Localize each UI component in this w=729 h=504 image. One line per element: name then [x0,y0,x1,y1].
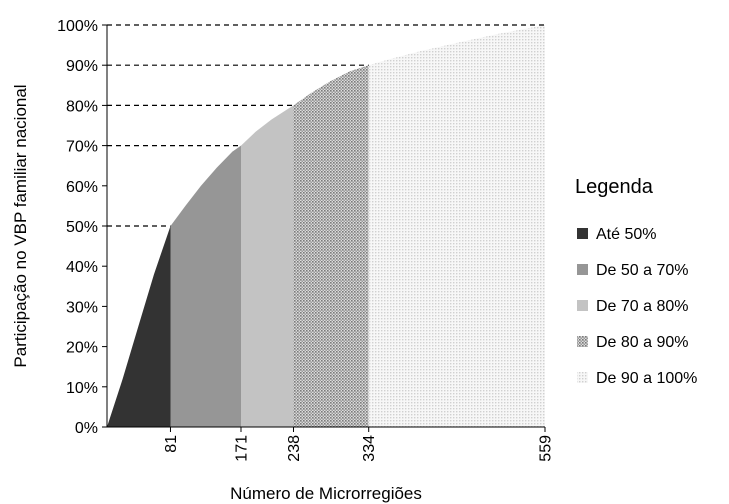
y-tick-label: 70% [66,139,98,156]
y-tick-label: 0% [75,420,98,437]
area-segment-2 [170,145,241,427]
legend-swatch-1 [577,228,588,239]
area-segment-3 [241,105,294,428]
legend-swatch-2 [577,264,588,275]
x-tick-label: 559 [538,435,555,462]
legend-label-3: De 70 a 80% [596,298,689,315]
legend-swatch-5 [577,372,588,383]
legend-label-2: De 50 a 70% [596,262,689,279]
reference-lines [107,24,545,227]
x-tick-label: 238 [286,435,303,462]
x-axis-title: Número de Microrregiões [230,484,422,503]
legend-label-4: De 80 a 90% [596,334,689,351]
area-segments [107,25,545,428]
area-segment-5 [368,25,545,427]
x-tick-label: 81 [163,435,180,453]
y-tick-label: 40% [66,259,98,276]
y-tick-label: 60% [66,179,98,196]
legend-title: Legenda [575,176,654,198]
y-tick-label: 30% [66,299,98,316]
y-tick-label: 50% [66,219,98,236]
y-tick-label: 10% [66,380,98,397]
y-tick-label: 90% [66,58,98,75]
x-tick-label: 334 [361,435,378,462]
x-axis-ticks: 81 171 238 334 559 [163,427,555,462]
legend-swatch-3 [577,300,588,311]
y-tick-label: 100% [57,18,98,35]
y-tick-label: 20% [66,340,98,357]
area-segment-4 [293,65,369,427]
legend: Legenda Até 50% De 50 a 70% De 70 a 80% De … [575,176,697,387]
x-tick-label: 171 [233,435,250,462]
y-tick-label: 80% [66,98,98,115]
legend-label-1: Até 50% [596,226,656,243]
y-axis-title: Participação no VBP familiar nacional [11,84,30,367]
legend-swatch-4 [577,336,588,347]
legend-label-5: De 90 a 100% [596,370,697,387]
area-segment-1 [107,226,171,427]
y-axis-ticks: 0% 10% 20% 30% 40% 50% 60% 70% 80% 90% 100% [57,18,107,437]
